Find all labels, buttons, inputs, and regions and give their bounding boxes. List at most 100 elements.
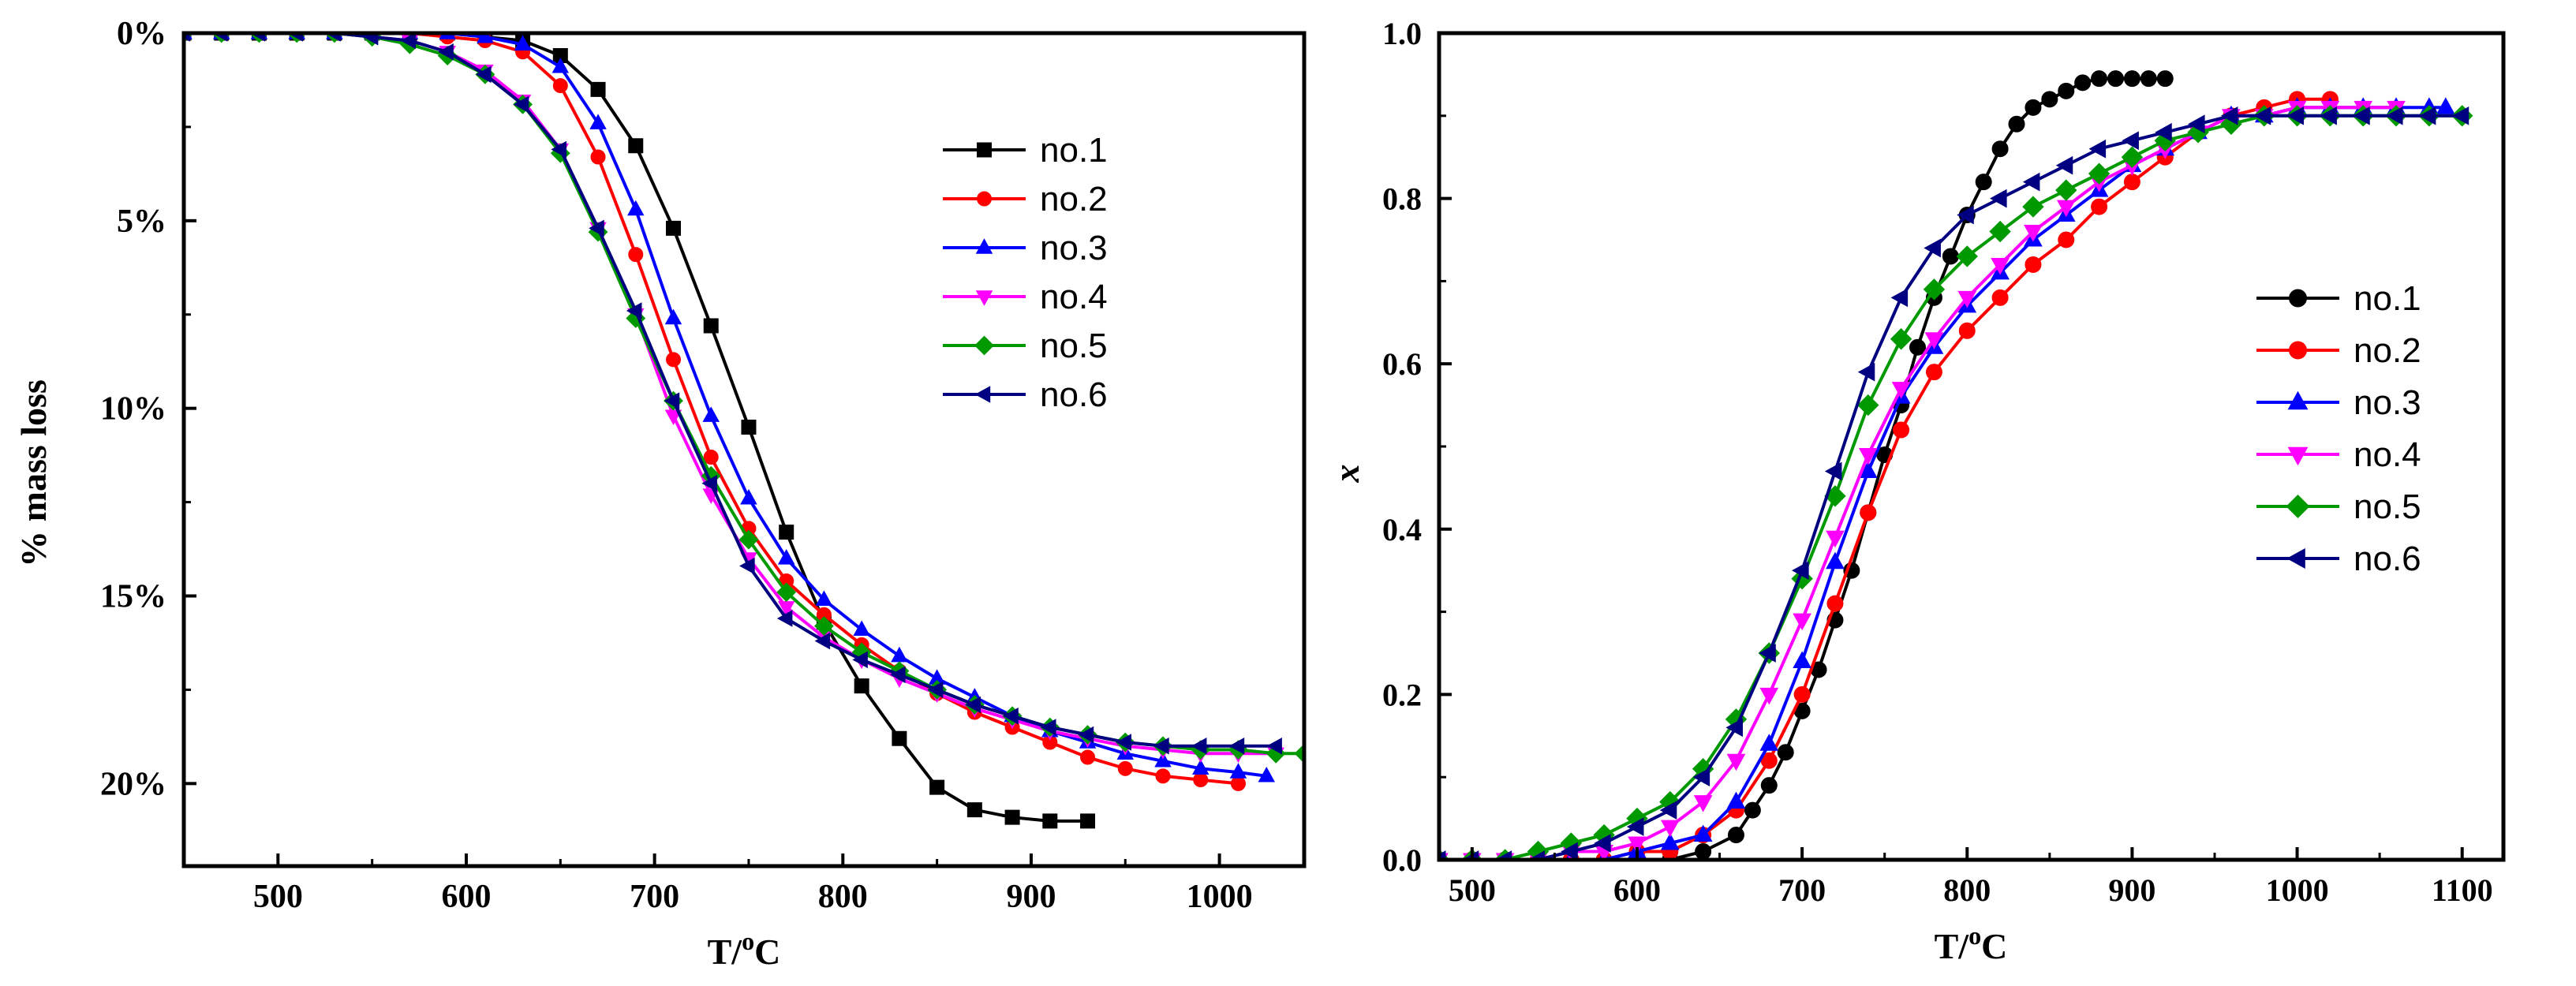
data-point: [2058, 82, 2075, 99]
x-tick-label: 700: [1778, 872, 1826, 908]
y-tick-label: 1.0: [1382, 16, 1422, 51]
data-point: [738, 529, 759, 550]
y-tick-label: 0.8: [1382, 181, 1422, 217]
data-point: [777, 549, 795, 565]
legend-marker: [975, 290, 993, 306]
data-point: [1726, 791, 1746, 809]
data-point: [1258, 767, 1276, 782]
legend-item-no.5: no.5: [2256, 487, 2421, 526]
data-point: [1626, 817, 1644, 836]
y-tick-label: 15%: [100, 579, 166, 615]
legend-label: no.3: [1040, 229, 1108, 267]
data-point: [1991, 257, 2010, 275]
data-point: [1989, 220, 2011, 243]
data-point: [2123, 174, 2140, 191]
x-axis-title-main: T/: [1935, 926, 1970, 966]
data-point: [1759, 644, 1776, 663]
data-point: [1153, 738, 1169, 755]
data-point: [1494, 850, 1512, 860]
data-point: [1228, 738, 1245, 755]
data-point: [1193, 772, 1209, 788]
data-point: [626, 302, 642, 319]
data-point: [1726, 753, 1746, 771]
legend-label: no.2: [2354, 331, 2421, 370]
series-line: [1439, 106, 2397, 860]
data-point: [589, 114, 607, 129]
data-point: [1117, 760, 1133, 776]
x-tick-label: 500: [253, 879, 303, 915]
series-no.2: [1439, 91, 2339, 860]
data-point: [1229, 763, 1247, 779]
data-point: [1826, 530, 1845, 548]
mass-loss-chart: 500 600 700 800 900 1000 0% 5% 10% 15% 20% T/oC % ma…: [13, 16, 1307, 972]
data-point: [1890, 328, 1912, 350]
data-point: [590, 81, 606, 97]
data-point: [1693, 824, 1713, 842]
data-point: [664, 392, 680, 409]
data-point: [2220, 106, 2238, 125]
data-point: [1230, 775, 1246, 791]
data-point: [2253, 106, 2271, 125]
x-tick-label: 1100: [2432, 872, 2493, 908]
legend-item-no.6: no.6: [943, 375, 1108, 414]
data-point: [1594, 834, 1611, 853]
data-point: [2122, 131, 2139, 151]
legend-marker: [977, 142, 992, 158]
legend-label: no.5: [2354, 487, 2421, 526]
y-tick-label: 5%: [117, 204, 166, 240]
data-point: [2091, 198, 2108, 215]
x-tick-label: 800: [1943, 872, 1991, 908]
data-point: [476, 65, 492, 84]
data-point: [2451, 106, 2469, 125]
series-no.4: [1439, 100, 2406, 860]
series-line: [184, 33, 1277, 748]
legend-item-no.4: no.4: [2256, 435, 2421, 474]
y-tick-label: 0.4: [1382, 512, 1422, 547]
legend: no.1 no.2 no.3 no.4 no.5 no.6: [943, 131, 1108, 414]
data-point: [438, 43, 454, 61]
legend-label: no.5: [1040, 327, 1108, 365]
data-point: [628, 138, 644, 154]
data-point: [852, 651, 868, 669]
data-point: [2074, 74, 2092, 92]
data-point: [1956, 245, 1978, 267]
data-point: [1826, 551, 1845, 570]
legend-label: no.6: [1040, 375, 1108, 414]
legend-item-no.3: no.3: [943, 229, 1108, 267]
data-point: [1891, 382, 1911, 399]
data-point: [1191, 738, 1207, 755]
data-point: [1925, 364, 1942, 381]
data-point: [666, 352, 682, 368]
data-point: [1294, 743, 1304, 764]
legend-marker: [974, 386, 991, 403]
data-point: [1924, 332, 1944, 349]
legend-marker: [2287, 390, 2309, 410]
data-point: [1080, 813, 1096, 829]
data-point: [1744, 801, 1761, 819]
data-point: [1857, 362, 1875, 382]
data-point: [1991, 140, 2009, 158]
data-point: [2436, 97, 2455, 114]
y-tick-label: 0%: [117, 16, 166, 52]
data-point: [2025, 256, 2042, 273]
data-point: [1957, 205, 1974, 225]
series-line: [1439, 106, 2446, 860]
data-point: [400, 33, 417, 50]
data-point: [1990, 189, 2007, 208]
data-point: [1991, 289, 2009, 306]
x-axis-title-main: T/: [708, 932, 743, 972]
data-point: [1116, 734, 1131, 751]
data-point: [2353, 106, 2370, 125]
y-axis-title: % mass loss: [13, 379, 54, 567]
legend-item-no.3: no.3: [2256, 383, 2421, 422]
series-no.6: [1439, 106, 2469, 860]
data-point: [2055, 179, 2077, 201]
legend-item-no.1: no.1: [2256, 279, 2421, 318]
data-point: [362, 33, 379, 46]
data-point: [2320, 106, 2337, 125]
data-point: [1154, 751, 1172, 768]
data-point: [1824, 461, 1842, 481]
y-tick-label: 0.2: [1382, 677, 1422, 712]
data-point: [1527, 850, 1545, 860]
